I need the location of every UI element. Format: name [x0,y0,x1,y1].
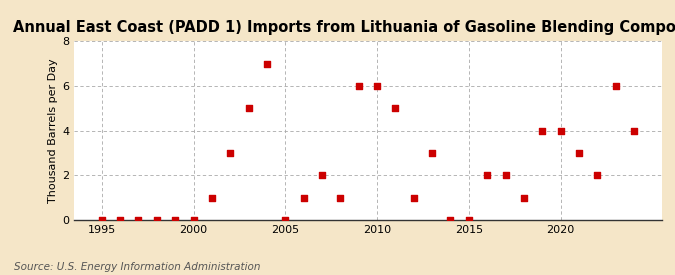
Point [592,173,603,178]
Point [133,218,144,222]
Point [151,218,162,222]
Point [207,196,217,200]
Point [115,218,126,222]
Point [372,84,383,88]
Point [225,151,236,155]
Point [628,128,639,133]
Point [610,84,621,88]
Point [518,196,529,200]
Point [500,173,511,178]
Point [482,173,493,178]
Point [427,151,437,155]
Point [317,173,327,178]
Point [335,196,346,200]
Point [408,196,419,200]
Point [298,196,309,200]
Point [537,128,547,133]
Point [188,218,199,222]
Point [97,218,107,222]
Point [261,61,272,66]
Point [170,218,181,222]
Point [243,106,254,111]
Point [445,218,456,222]
Point [390,106,401,111]
Point [555,128,566,133]
Point [574,151,585,155]
Point [353,84,364,88]
Title: Annual East Coast (PADD 1) Imports from Lithuania of Gasoline Blending Component: Annual East Coast (PADD 1) Imports from … [13,20,675,35]
Point [280,218,291,222]
Point [464,218,475,222]
Text: Source: U.S. Energy Information Administration: Source: U.S. Energy Information Administ… [14,262,260,272]
Y-axis label: Thousand Barrels per Day: Thousand Barrels per Day [48,58,58,203]
